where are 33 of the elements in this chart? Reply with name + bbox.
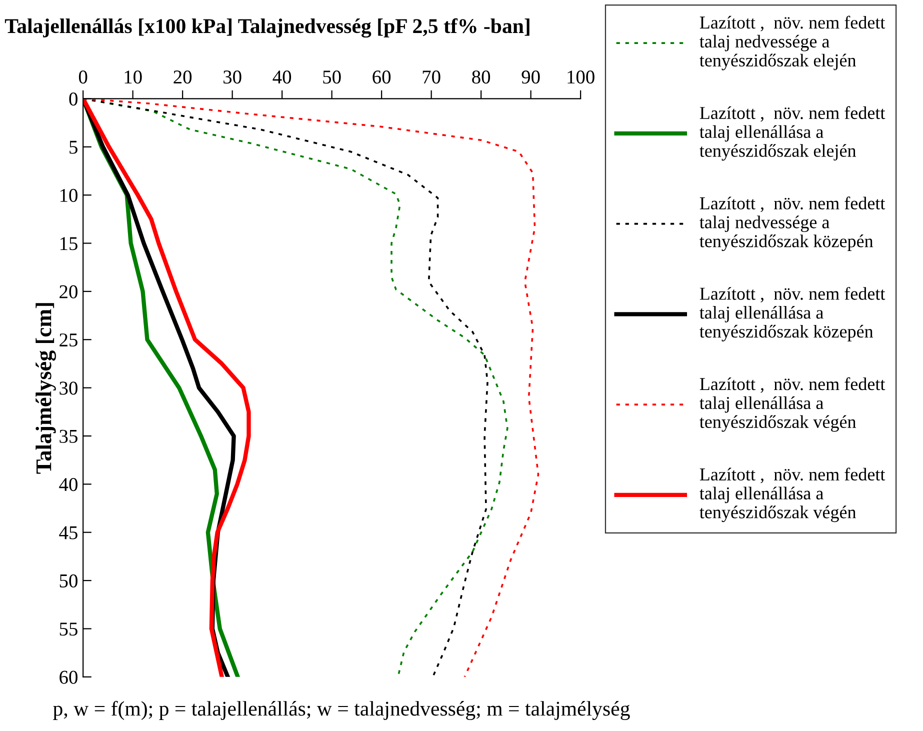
y-tick-label: 45 (59, 526, 78, 540)
legend-label: Lazított , növ. nem fedett talaj ellenállása a tenyészidőszak végén (700, 377, 886, 432)
y-tick-label: 10 (60, 188, 78, 202)
y-tick-label: 55 (60, 622, 78, 636)
y-tick-label: 5 (70, 140, 78, 154)
y-tick-label: 60 (60, 670, 78, 684)
x-tick-label: 60 (372, 70, 391, 84)
y-axis-title: Talajmélység [cm] (36, 303, 56, 474)
y-tick-label: 25 (60, 333, 78, 347)
y-tick-label: 50 (60, 574, 78, 588)
y-tick-label: 20 (60, 285, 78, 298)
text: p, w = f(m); p = talajellenállás; w = talajnedvesség; m = talajmélység (53, 700, 630, 720)
x-tick-label: 30 (224, 70, 242, 84)
y-tick-label: 15 (60, 237, 78, 250)
legend-label: Lazított , növ. nem fedett talaj ellenállása a tenyészidőszak elején (700, 106, 886, 161)
x-tick-label: 10 (124, 70, 142, 84)
x-tick-label: 50 (323, 70, 341, 84)
x-tick-label: 80 (472, 70, 490, 84)
x-tick-label: 90 (522, 70, 540, 84)
x-tick-label: 0 (78, 70, 88, 84)
x-tick-label: 20 (174, 70, 192, 84)
legend-label: Lazított , növ. nem fedett talaj nedvessége a tenyészidőszak közepén (700, 196, 886, 252)
x-tick-label: 70 (422, 70, 440, 84)
y-tick-label: 35 (60, 430, 78, 443)
y-tick-label: 0 (69, 92, 78, 106)
y-tick-label: 40 (59, 478, 78, 492)
y-tick-label: 30 (60, 382, 78, 395)
legend-label: Lazított , növ. nem fedett talaj ellenállása a tenyészidőszak végén (700, 468, 886, 522)
x-tick-label: 100 (568, 70, 594, 84)
legend-label: Lazított , növ. nem fedett talaj ellenállása a tenyészidőszak közepén (700, 286, 886, 342)
chart-title: Talajellenállás [x100 kPa] Talajnedvesség [pF 2,5 tf% -ban] (4, 18, 530, 38)
x-tick-label: 40 (272, 70, 292, 84)
legend-label: Lazított , növ. nem fedett talaj nedvessége a tenyészidőszak elején (700, 16, 886, 70)
